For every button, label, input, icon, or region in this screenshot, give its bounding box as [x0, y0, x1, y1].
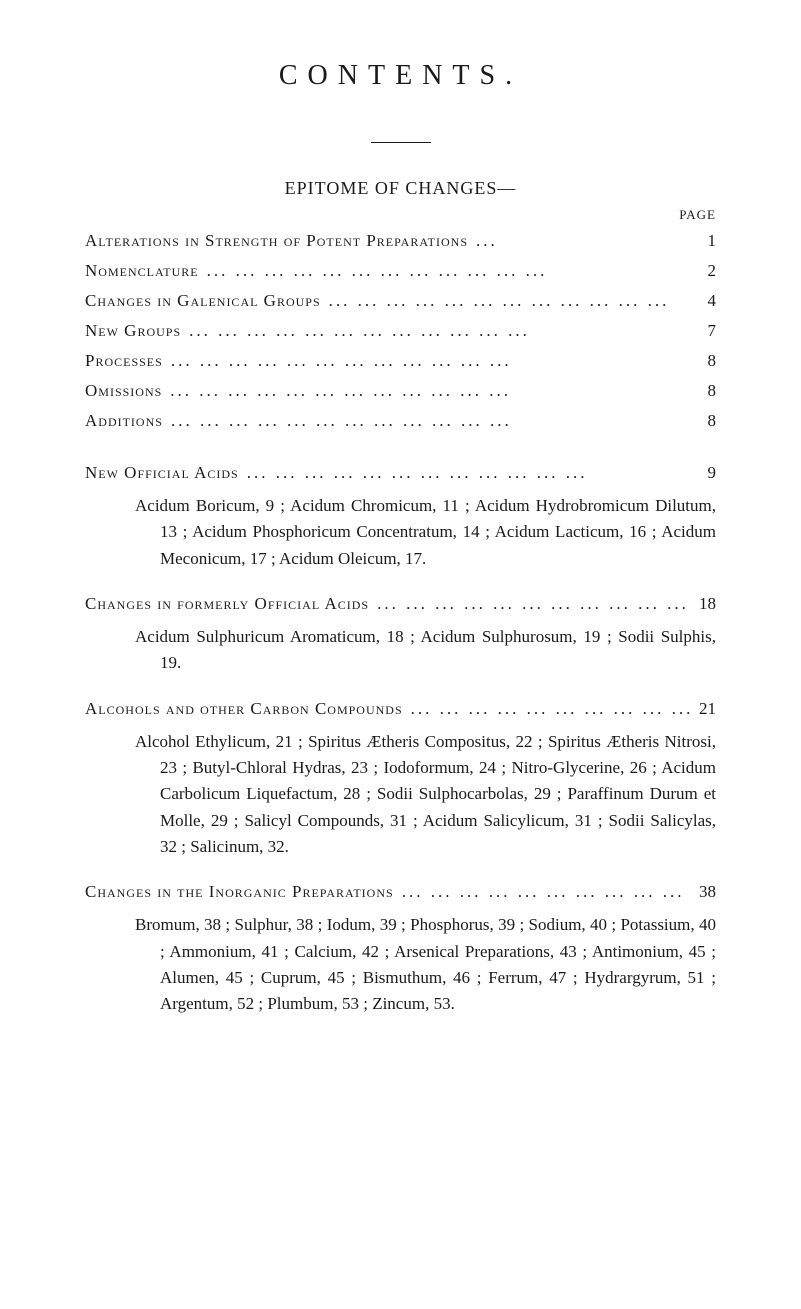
- toc-entry: Additions ... ... ... ... ... ... ... ..…: [85, 411, 716, 431]
- toc-dots: ... ... ... ... ... ... ... ... ... ... …: [163, 411, 691, 431]
- section-heading: Changes in formerly Official Acids: [85, 594, 369, 614]
- toc-dots: ... ... ... ... ... ... ... ... ... ... …: [321, 291, 691, 311]
- toc-label: Nomenclature: [85, 261, 199, 281]
- section-block: New Official Acids ... ... ... ... ... .…: [85, 463, 716, 572]
- toc-page: 8: [691, 351, 716, 371]
- simple-entries-list: Alterations in Strength of Potent Prepar…: [85, 231, 716, 431]
- toc-label: New Groups: [85, 321, 181, 341]
- toc-label: Omissions: [85, 381, 162, 401]
- toc-dots: ... ... ... ... ... ... ... ... ... ... …: [239, 463, 691, 483]
- section-block: Changes in the Inorganic Preparations ..…: [85, 882, 716, 1017]
- toc-entry: Changes in formerly Official Acids ... .…: [85, 594, 716, 614]
- toc-entry: Alcohols and other Carbon Compounds ... …: [85, 699, 716, 719]
- section-description: Bromum, 38 ; Sulphur, 38 ; Iodum, 39 ; P…: [135, 912, 716, 1017]
- page-title: CONTENTS.: [85, 60, 716, 92]
- toc-entry: Processes ... ... ... ... ... ... ... ..…: [85, 351, 716, 371]
- toc-dots: ... ... ... ... ... ... ... ... ... ... …: [163, 351, 691, 371]
- toc-dots: ... ... ... ... ... ... ... ... ... ... …: [162, 381, 691, 401]
- toc-page: 9: [691, 463, 716, 483]
- title-divider: [371, 142, 431, 143]
- section-description: Acidum Boricum, 9 ; Acidum Chromicum, 11…: [135, 493, 716, 572]
- section-block: Alcohols and other Carbon Compounds ... …: [85, 699, 716, 861]
- toc-dots: ...: [468, 231, 691, 251]
- toc-page: 38: [691, 882, 716, 902]
- section-description: Alcohol Ethylicum, 21 ; Spiritus Ætheris…: [135, 729, 716, 861]
- section-description: Acidum Sulphuricum Aromaticum, 18 ; Acid…: [135, 624, 716, 677]
- toc-dots: ... ... ... ... ... ... ... ... ... ... …: [199, 261, 691, 281]
- section-block: Changes in formerly Official Acids ... .…: [85, 594, 716, 677]
- toc-label: Additions: [85, 411, 163, 431]
- section-heading: New Official Acids: [85, 463, 239, 483]
- toc-entry: Changes in the Inorganic Preparations ..…: [85, 882, 716, 902]
- toc-entry: Nomenclature ... ... ... ... ... ... ...…: [85, 261, 716, 281]
- toc-entry: Omissions ... ... ... ... ... ... ... ..…: [85, 381, 716, 401]
- toc-label: Processes: [85, 351, 163, 371]
- toc-page: 2: [691, 261, 716, 281]
- toc-entry: New Groups ... ... ... ... ... ... ... .…: [85, 321, 716, 341]
- subtitle: EPITOME OF CHANGES—: [85, 178, 716, 199]
- toc-label: Changes in Galenical Groups: [85, 291, 321, 311]
- toc-dots: ... ... ... ... ... ... ... ... ... ... …: [403, 699, 691, 719]
- toc-page: 8: [691, 411, 716, 431]
- toc-dots: ... ... ... ... ... ... ... ... ... ... …: [181, 321, 691, 341]
- section-heading: Changes in the Inorganic Preparations: [85, 882, 394, 902]
- toc-page: 21: [691, 699, 716, 719]
- section-heading: Alcohols and other Carbon Compounds: [85, 699, 403, 719]
- toc-entry: New Official Acids ... ... ... ... ... .…: [85, 463, 716, 483]
- toc-dots: ... ... ... ... ... ... ... ... ... ... …: [369, 594, 691, 614]
- toc-page: 8: [691, 381, 716, 401]
- toc-dots: ... ... ... ... ... ... ... ... ... ... …: [394, 882, 691, 902]
- toc-page: 18: [691, 594, 716, 614]
- page-column-header: PAGE: [85, 207, 716, 223]
- toc-page: 4: [691, 291, 716, 311]
- toc-entry: Alterations in Strength of Potent Prepar…: [85, 231, 716, 251]
- toc-page: 1: [691, 231, 716, 251]
- toc-page: 7: [691, 321, 716, 341]
- toc-label: Alterations in Strength of Potent Prepar…: [85, 231, 468, 251]
- toc-entry: Changes in Galenical Groups ... ... ... …: [85, 291, 716, 311]
